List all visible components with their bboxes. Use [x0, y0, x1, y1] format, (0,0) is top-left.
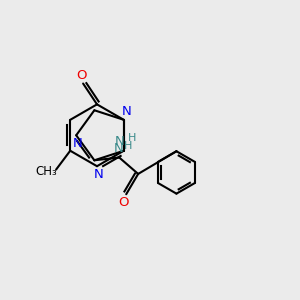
Text: O: O	[76, 69, 87, 82]
Text: H: H	[128, 134, 136, 143]
Text: O: O	[118, 196, 128, 209]
Text: N: N	[114, 142, 124, 155]
Text: CH₃: CH₃	[35, 165, 57, 178]
Text: N: N	[121, 105, 131, 119]
Text: H: H	[124, 141, 132, 151]
Text: N: N	[115, 135, 124, 148]
Text: N: N	[94, 168, 103, 181]
Text: N: N	[73, 137, 82, 150]
